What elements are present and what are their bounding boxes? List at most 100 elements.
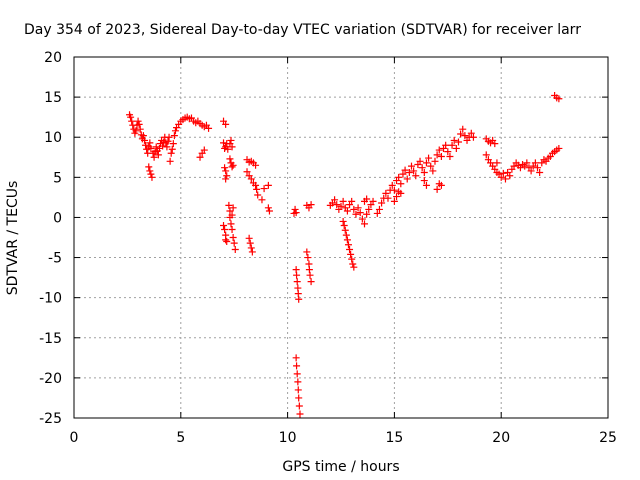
data-point xyxy=(343,207,351,215)
data-point xyxy=(429,167,437,175)
data-point xyxy=(348,197,356,205)
data-point xyxy=(407,162,415,170)
data-point xyxy=(205,124,213,132)
data-point xyxy=(446,152,454,160)
data-point xyxy=(223,172,231,180)
data-point xyxy=(450,136,458,144)
data-point xyxy=(222,175,230,183)
data-point xyxy=(341,226,349,234)
data-point xyxy=(292,354,300,362)
data-point xyxy=(523,159,531,167)
data-point xyxy=(461,132,469,140)
data-point xyxy=(420,169,428,177)
data-point xyxy=(491,140,499,148)
data-point xyxy=(168,145,176,153)
data-point xyxy=(222,120,230,128)
data-point xyxy=(146,139,154,147)
data-point xyxy=(346,246,354,254)
data-point xyxy=(506,172,514,180)
data-point xyxy=(252,161,260,169)
x-tick-label: 20 xyxy=(492,430,510,446)
data-point xyxy=(448,141,456,149)
data-point xyxy=(365,205,373,213)
data-point xyxy=(304,254,312,262)
data-point xyxy=(226,155,234,163)
data-point xyxy=(388,181,396,189)
data-point xyxy=(307,201,315,209)
data-point xyxy=(167,149,175,157)
x-axis-label: GPS time / hours xyxy=(282,459,399,475)
data-point xyxy=(139,132,147,140)
data-point xyxy=(469,133,477,141)
data-point xyxy=(248,248,256,256)
data-point xyxy=(221,225,229,233)
data-point xyxy=(303,248,311,256)
data-point xyxy=(425,154,433,162)
data-point xyxy=(154,151,162,159)
y-axis-ticks: -25 -20 -15 -10 -5 0 5 10 15 20 xyxy=(39,50,608,427)
data-point xyxy=(431,157,439,165)
data-point xyxy=(433,185,441,193)
x-tick-label: 25 xyxy=(599,430,617,446)
data-point xyxy=(295,394,303,402)
data-point xyxy=(265,207,273,215)
data-point xyxy=(393,193,401,201)
data-point xyxy=(412,172,420,180)
data-point xyxy=(127,113,135,121)
data-point xyxy=(147,170,155,178)
data-points xyxy=(126,92,563,418)
data-point xyxy=(152,143,160,151)
data-point xyxy=(344,241,352,249)
y-tick-label: 10 xyxy=(44,130,62,146)
y-tick-label: -20 xyxy=(39,371,62,387)
data-point xyxy=(146,167,154,175)
x-tick-label: 5 xyxy=(176,430,185,446)
data-point xyxy=(435,146,443,154)
data-point xyxy=(397,180,405,188)
data-point xyxy=(457,130,465,138)
data-point xyxy=(264,181,272,189)
data-point xyxy=(306,271,314,279)
data-point xyxy=(252,181,260,189)
data-point xyxy=(231,246,239,254)
data-point xyxy=(459,125,467,133)
data-point xyxy=(227,220,235,228)
data-point xyxy=(245,234,253,242)
data-point xyxy=(499,169,507,177)
data-point xyxy=(148,173,156,181)
data-point xyxy=(331,196,339,204)
data-point xyxy=(134,117,142,125)
data-point xyxy=(220,221,228,229)
data-point xyxy=(292,209,300,217)
data-point xyxy=(228,211,236,219)
data-point xyxy=(373,209,381,217)
data-point xyxy=(293,271,301,279)
data-point xyxy=(350,263,358,271)
data-point xyxy=(349,260,357,268)
data-point xyxy=(171,127,179,135)
data-point xyxy=(222,167,230,175)
data-point xyxy=(221,164,229,172)
data-point xyxy=(293,362,301,370)
data-point xyxy=(347,250,355,258)
data-point xyxy=(258,196,266,204)
data-point xyxy=(467,129,475,137)
data-point xyxy=(150,153,158,161)
data-point xyxy=(382,189,390,197)
data-point xyxy=(555,95,563,103)
data-point xyxy=(348,255,356,263)
data-point xyxy=(437,181,445,189)
data-point xyxy=(333,201,341,209)
data-point xyxy=(399,170,407,178)
data-point xyxy=(363,210,371,218)
data-point xyxy=(375,205,383,213)
data-point xyxy=(230,239,238,247)
data-point xyxy=(307,278,315,286)
data-point xyxy=(534,164,542,172)
data-point xyxy=(527,167,535,175)
y-axis-label: SDTVAR / TECUs xyxy=(5,181,21,296)
data-point xyxy=(416,157,424,165)
data-point xyxy=(264,204,272,212)
data-point xyxy=(305,266,313,274)
data-point xyxy=(136,125,144,133)
